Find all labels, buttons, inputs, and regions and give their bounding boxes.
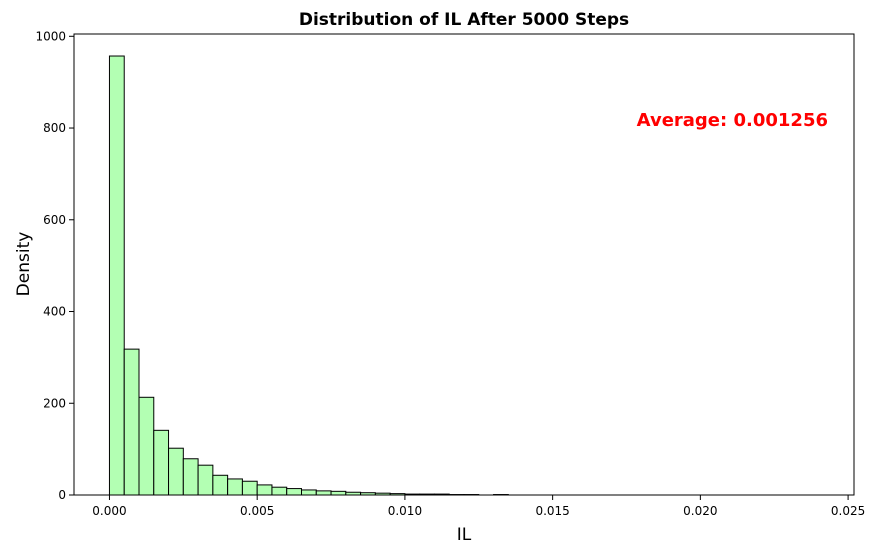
histogram-bar [182,458,199,496]
histogram-bar [168,447,184,496]
histogram-bar [286,488,302,496]
histogram-bar [108,55,125,496]
histogram-bar [153,429,170,496]
x-tick-label: 0.020 [683,504,717,518]
histogram-bar [271,486,288,496]
y-axis-ticks: 0 200 400 600 800 1000 [35,29,74,502]
x-tick-label: 0.010 [388,504,422,518]
histogram-bar [301,489,317,496]
y-tick-label: 0 [58,488,66,502]
x-tick-label: 0.005 [240,504,274,518]
y-axis-label: Density [14,232,34,297]
x-tick-label: 0.025 [831,504,865,518]
x-axis-label: IL [457,525,472,545]
x-axis-ticks: 0.000 0.005 0.010 0.015 0.020 0.025 [92,495,865,518]
histogram-bar [123,348,140,496]
chart-title: Distribution of IL After 5000 Steps [299,10,629,30]
histogram-bar [241,480,258,496]
y-tick-label: 1000 [35,29,66,43]
plot-frame [73,33,855,496]
histogram-bar [197,464,214,496]
y-tick-label: 200 [43,396,66,410]
histogram-bar [330,490,347,496]
histogram-bar [138,396,155,496]
y-tick-label: 400 [43,305,66,319]
histogram-bar [227,478,243,496]
average-annotation: Average: 0.001256 [637,110,828,131]
histogram-bar [256,484,273,496]
histogram-bar [315,490,332,496]
y-tick-label: 800 [43,121,66,135]
x-tick-label: 0.015 [535,504,569,518]
histogram-bar [212,474,229,496]
x-tick-label: 0.000 [92,504,126,518]
histogram-bars [108,55,509,496]
y-tick-label: 600 [43,213,66,227]
